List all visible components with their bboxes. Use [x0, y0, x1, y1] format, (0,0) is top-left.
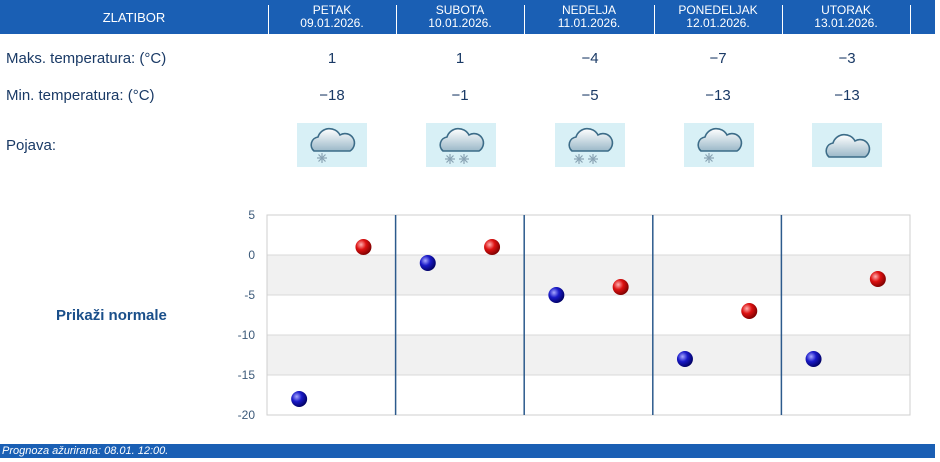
day-header: NEDELJA 11.01.2026. — [524, 0, 654, 34]
max-temp-value: 1 — [327, 50, 337, 67]
day-name: PETAK — [312, 3, 352, 17]
phenomenon-label: Pojava: — [6, 137, 57, 154]
min-temp-point — [419, 255, 436, 271]
max-temp-point — [612, 279, 629, 295]
y-tick-label: -15 — [238, 368, 256, 382]
day-date: 12.01.2026. — [686, 16, 750, 30]
header-divider — [910, 5, 911, 34]
day-header: UTORAK 13.01.2026. — [782, 0, 910, 34]
day-name: PONEDELJAK — [678, 3, 758, 17]
footer-bar: Prognoza ažurirana: 08.01. 12:00. — [0, 444, 935, 458]
plot-band — [267, 375, 910, 415]
plot-band — [267, 215, 910, 255]
min-temp-point — [291, 391, 308, 407]
y-tick-label: 5 — [248, 208, 255, 222]
max-temp-point — [869, 271, 886, 287]
min-temp-point — [805, 351, 822, 367]
min-temp-label: Min. temperatura: (°C) — [6, 87, 155, 104]
snow-cloud-icon — [297, 123, 367, 167]
snow-cloud-icon — [684, 123, 754, 167]
header-divider — [654, 5, 655, 34]
max-temp-point — [355, 239, 372, 255]
day-header: PETAK 09.01.2026. — [268, 0, 396, 34]
forecast-updated-text: Prognoza ažurirana: 08.01. 12:00. — [2, 445, 169, 457]
plot-frame — [266, 214, 911, 416]
max-temp-value: 1 — [455, 50, 465, 67]
show-normals-link[interactable]: Prikaži normale — [56, 307, 167, 324]
heavy-snow-cloud-icon — [426, 123, 496, 167]
y-tick-label: -20 — [238, 408, 256, 422]
max-temp-point — [484, 239, 501, 255]
day-date: 10.01.2026. — [428, 16, 492, 30]
min-temp-value: −1 — [451, 87, 469, 104]
day-header: PONEDELJAK 12.01.2026. — [654, 0, 782, 34]
min-temp-point — [676, 351, 693, 367]
max-temp-label: Maks. temperatura: (°C) — [6, 50, 167, 67]
min-temp-value: −13 — [705, 87, 731, 104]
y-tick-label: 0 — [248, 248, 255, 262]
header-divider — [524, 5, 525, 34]
y-tick-label: -10 — [238, 328, 256, 342]
temperature-chart: 5 0 -5 -10 -15 -20 — [238, 208, 911, 422]
day-date: 11.01.2026. — [557, 16, 621, 30]
max-temp-value: −7 — [709, 50, 727, 67]
min-temp-point — [548, 287, 565, 303]
max-temp-value: −4 — [581, 50, 599, 67]
plot-band — [267, 255, 910, 295]
day-name: UTORAK — [821, 3, 871, 17]
plot-band — [267, 335, 910, 375]
cloud-icon — [812, 123, 882, 167]
header-divider — [268, 5, 269, 34]
min-temp-value: −5 — [581, 87, 599, 104]
max-temp-point — [741, 303, 758, 319]
y-tick-label: -5 — [244, 288, 255, 302]
day-date: 13.01.2026. — [814, 16, 878, 30]
day-name: NEDELJA — [561, 3, 617, 17]
header-divider — [782, 5, 783, 34]
max-temp-value: −3 — [838, 50, 856, 67]
day-header: SUBOTA 10.01.2026. — [396, 0, 524, 34]
location-name: ZLATIBOR — [102, 10, 166, 25]
min-temp-value: −13 — [834, 87, 860, 104]
forecast-header: ZLATIBOR PETAK 09.01.2026. SUBOTA 10.01.… — [0, 0, 935, 34]
heavy-snow-cloud-icon — [555, 123, 625, 167]
min-temp-value: −18 — [319, 87, 345, 104]
header-divider — [396, 5, 397, 34]
day-date: 09.01.2026. — [300, 16, 364, 30]
plot-band — [267, 295, 910, 335]
day-name: SUBOTA — [435, 3, 485, 17]
